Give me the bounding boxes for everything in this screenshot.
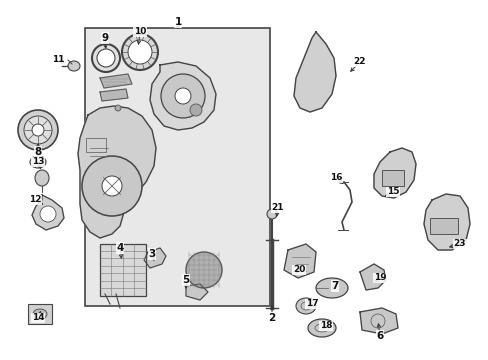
Text: 6: 6 xyxy=(376,331,383,341)
Text: 4: 4 xyxy=(116,243,123,253)
Ellipse shape xyxy=(68,61,80,71)
Ellipse shape xyxy=(30,156,46,168)
Polygon shape xyxy=(32,195,64,230)
Text: 19: 19 xyxy=(373,274,386,283)
Text: 10: 10 xyxy=(134,27,146,36)
Bar xyxy=(85,28,269,306)
Polygon shape xyxy=(100,74,132,88)
Ellipse shape xyxy=(122,34,158,70)
Text: 12: 12 xyxy=(29,195,41,204)
Polygon shape xyxy=(293,32,335,112)
Ellipse shape xyxy=(307,319,335,337)
Ellipse shape xyxy=(18,110,58,150)
Text: 11: 11 xyxy=(52,55,64,64)
Text: 16: 16 xyxy=(329,174,342,183)
Ellipse shape xyxy=(190,104,202,116)
Polygon shape xyxy=(143,248,165,268)
Bar xyxy=(381,170,403,186)
Ellipse shape xyxy=(35,170,49,186)
Text: 5: 5 xyxy=(182,275,189,285)
Text: 23: 23 xyxy=(453,239,465,248)
Ellipse shape xyxy=(40,206,56,222)
Polygon shape xyxy=(284,244,315,278)
Ellipse shape xyxy=(295,298,315,314)
Polygon shape xyxy=(150,62,216,130)
Ellipse shape xyxy=(33,309,47,319)
Polygon shape xyxy=(373,148,415,198)
Polygon shape xyxy=(359,264,385,290)
Text: 3: 3 xyxy=(148,249,155,259)
Ellipse shape xyxy=(92,44,120,72)
Polygon shape xyxy=(185,284,207,300)
Text: 13: 13 xyxy=(32,158,44,166)
Ellipse shape xyxy=(32,124,44,136)
Text: 18: 18 xyxy=(319,321,331,330)
Text: 20: 20 xyxy=(292,266,305,274)
Ellipse shape xyxy=(315,278,347,298)
Text: 8: 8 xyxy=(34,147,41,157)
Polygon shape xyxy=(100,89,128,101)
Polygon shape xyxy=(423,194,469,250)
Text: 9: 9 xyxy=(101,33,108,43)
Ellipse shape xyxy=(128,40,152,64)
Text: 21: 21 xyxy=(271,203,284,212)
Text: 17: 17 xyxy=(305,300,318,309)
Text: 7: 7 xyxy=(331,281,338,291)
Ellipse shape xyxy=(102,176,122,196)
Bar xyxy=(100,244,146,296)
Bar xyxy=(28,304,52,324)
Text: 1: 1 xyxy=(174,17,181,27)
Ellipse shape xyxy=(115,105,121,111)
Text: 15: 15 xyxy=(386,188,398,197)
Bar xyxy=(86,138,106,152)
Bar xyxy=(429,218,457,234)
Polygon shape xyxy=(359,308,397,334)
Text: 14: 14 xyxy=(32,314,44,323)
Ellipse shape xyxy=(175,88,191,104)
Ellipse shape xyxy=(161,74,204,118)
Text: 2: 2 xyxy=(268,313,275,323)
Polygon shape xyxy=(78,106,156,238)
Ellipse shape xyxy=(97,49,115,67)
Ellipse shape xyxy=(24,116,52,144)
Text: 22: 22 xyxy=(353,58,366,67)
Ellipse shape xyxy=(82,156,142,216)
Ellipse shape xyxy=(266,209,276,219)
Ellipse shape xyxy=(185,252,222,288)
